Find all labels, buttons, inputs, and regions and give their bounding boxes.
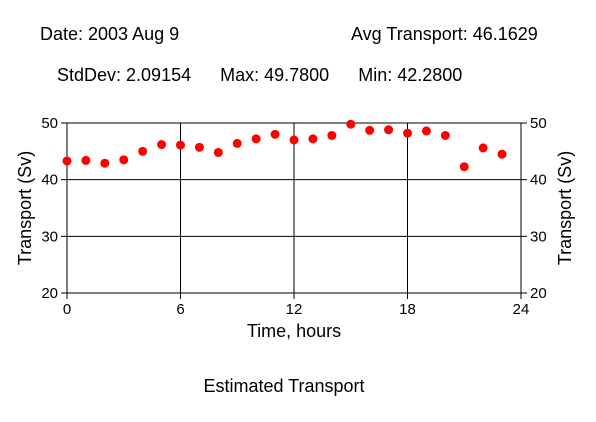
data-point bbox=[497, 149, 507, 159]
y-tick-label-left: 30 bbox=[41, 228, 58, 245]
data-point bbox=[308, 134, 318, 144]
data-point bbox=[213, 147, 223, 157]
data-point bbox=[270, 129, 280, 139]
y-tick-label-left: 20 bbox=[41, 285, 58, 302]
data-point bbox=[100, 158, 110, 168]
y-axis-label-left: Transport (Sv) bbox=[15, 151, 35, 265]
data-point bbox=[403, 128, 412, 138]
data-point bbox=[157, 140, 167, 150]
data-point bbox=[138, 146, 148, 156]
data-point bbox=[421, 126, 431, 136]
avg-transport-label: Avg Transport: 46.1629 bbox=[351, 24, 538, 44]
data-points bbox=[62, 119, 507, 172]
date-label: Date: 2003 Aug 9 bbox=[40, 24, 180, 44]
x-tick-label: 24 bbox=[513, 301, 530, 318]
stats-line: StdDev: 2.09154 Max: 49.7800 Min: 42.280… bbox=[57, 65, 462, 85]
data-point bbox=[478, 143, 488, 153]
y-tick-label-right: 40 bbox=[530, 172, 547, 189]
x-tick-label: 18 bbox=[399, 301, 416, 318]
data-point bbox=[327, 130, 337, 140]
data-point bbox=[459, 162, 469, 172]
data-point bbox=[251, 134, 261, 144]
y-tick-label-right: 20 bbox=[530, 285, 547, 302]
data-point bbox=[194, 142, 204, 152]
data-point bbox=[232, 138, 242, 148]
data-point bbox=[365, 125, 375, 135]
data-point bbox=[176, 140, 185, 150]
x-tick-label: 12 bbox=[286, 301, 303, 318]
x-axis-label: Time, hours bbox=[247, 321, 341, 341]
data-point bbox=[62, 156, 72, 166]
y-tick-label-left: 40 bbox=[41, 172, 58, 189]
data-point bbox=[289, 135, 299, 145]
y-tick-label-left: 50 bbox=[41, 115, 58, 132]
min-label: Min: 42.2800 bbox=[358, 65, 463, 85]
max-label: Max: 49.7800 bbox=[220, 65, 330, 85]
grid-lines bbox=[67, 123, 521, 293]
y-axis-label-right: Transport (Sv) bbox=[555, 151, 575, 265]
data-point bbox=[81, 155, 91, 165]
data-point bbox=[119, 155, 129, 165]
data-point bbox=[384, 125, 394, 135]
chart-caption: Estimated Transport bbox=[203, 376, 365, 396]
stddev-label: StdDev: 2.09154 bbox=[57, 65, 192, 85]
x-tick-label: 6 bbox=[176, 301, 184, 318]
y-tick-label-right: 30 bbox=[530, 228, 547, 245]
x-tick-label: 0 bbox=[63, 301, 71, 318]
data-point bbox=[346, 119, 356, 129]
y-tick-label-right: 50 bbox=[530, 115, 547, 132]
data-point bbox=[440, 130, 450, 140]
